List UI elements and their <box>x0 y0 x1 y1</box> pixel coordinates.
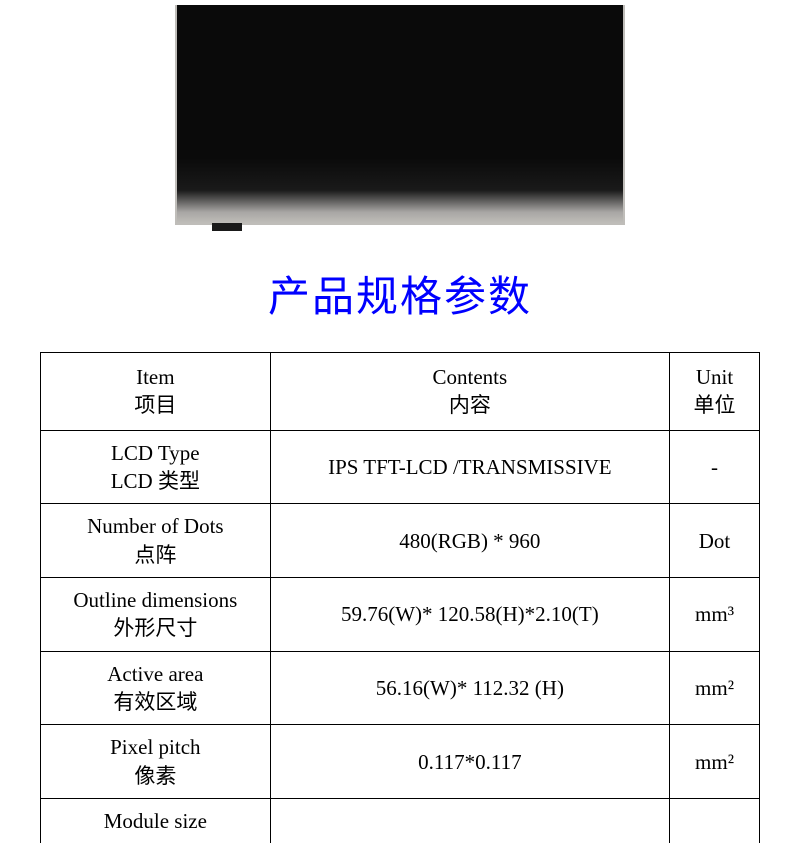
cell-item-en: Pixel pitch <box>53 733 258 761</box>
lcd-module-image <box>175 5 625 225</box>
col-header-unit-en: Unit <box>682 363 747 391</box>
cell-contents: 56.16(W)* 112.32 (H) <box>270 651 669 725</box>
cell-contents: 0.117*0.117 <box>270 725 669 799</box>
cell-item-cn: 像素 <box>53 762 258 790</box>
table-row: Active area 有效区域 56.16(W)* 112.32 (H) mm… <box>41 651 760 725</box>
cell-contents: 59.76(W)* 120.58(H)*2.10(T) <box>270 578 669 652</box>
col-header-unit: Unit 单位 <box>670 353 760 431</box>
section-title: 产品规格参数 <box>0 235 800 352</box>
col-header-item-en: Item <box>53 363 258 391</box>
table-row: LCD Type LCD 类型 IPS TFT-LCD /TRANSMISSIV… <box>41 430 760 504</box>
cell-contents: 480(RGB) * 960 <box>270 504 669 578</box>
table-row: Pixel pitch 像素 0.117*0.117 mm² <box>41 725 760 799</box>
col-header-contents-cn: 内容 <box>283 391 657 419</box>
cell-item-en: Module size <box>53 807 258 835</box>
table-row: Outline dimensions 外形尺寸 59.76(W)* 120.58… <box>41 578 760 652</box>
cell-item: Outline dimensions 外形尺寸 <box>41 578 271 652</box>
cell-item: Module size <box>41 799 271 843</box>
cell-item-en: LCD Type <box>53 439 258 467</box>
col-header-item: Item 项目 <box>41 353 271 431</box>
col-header-item-cn: 项目 <box>53 391 258 419</box>
cell-item-cn: LCD 类型 <box>53 467 258 495</box>
col-header-contents: Contents 内容 <box>270 353 669 431</box>
cell-unit: - <box>670 430 760 504</box>
cell-contents: IPS TFT-LCD /TRANSMISSIVE <box>270 430 669 504</box>
cell-unit: Dot <box>670 504 760 578</box>
table-row: Number of Dots 点阵 480(RGB) * 960 Dot <box>41 504 760 578</box>
product-image-area <box>0 0 800 235</box>
cell-item: Pixel pitch 像素 <box>41 725 271 799</box>
cell-item-cn: 点阵 <box>53 541 258 569</box>
cell-unit <box>670 799 760 843</box>
cell-item-cn: 有效区域 <box>53 688 258 716</box>
cell-item: LCD Type LCD 类型 <box>41 430 271 504</box>
cell-item: Number of Dots 点阵 <box>41 504 271 578</box>
table-row: Module size <box>41 799 760 843</box>
cell-unit: mm² <box>670 725 760 799</box>
col-header-contents-en: Contents <box>283 363 657 391</box>
cell-unit: mm³ <box>670 578 760 652</box>
cell-contents <box>270 799 669 843</box>
cell-item: Active area 有效区域 <box>41 651 271 725</box>
cell-unit: mm² <box>670 651 760 725</box>
cell-item-cn: 外形尺寸 <box>53 614 258 642</box>
col-header-unit-cn: 单位 <box>682 391 747 419</box>
cell-item-en: Number of Dots <box>53 512 258 540</box>
cell-item-en: Active area <box>53 660 258 688</box>
table-header-row: Item 项目 Contents 内容 Unit 单位 <box>41 353 760 431</box>
cell-item-en: Outline dimensions <box>53 586 258 614</box>
spec-table: Item 项目 Contents 内容 Unit 单位 LCD Type LCD… <box>40 352 760 843</box>
